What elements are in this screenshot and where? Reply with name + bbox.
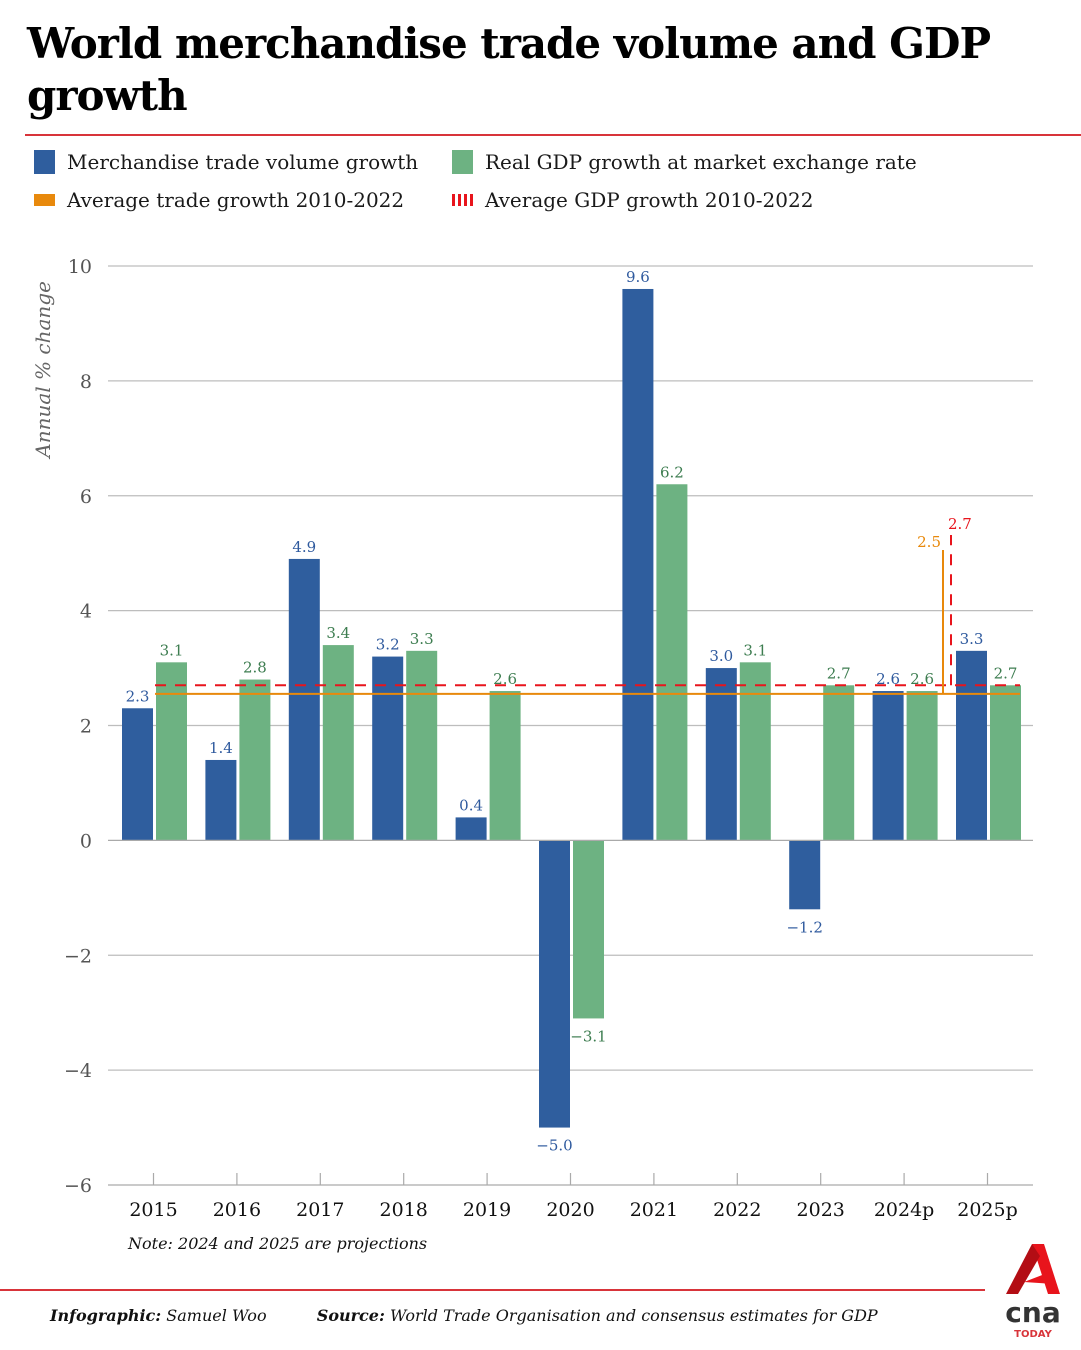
bar-gdp-growth bbox=[322, 645, 354, 841]
x-tick-label: 2023 bbox=[797, 1199, 845, 1221]
x-tick-label: 2015 bbox=[129, 1199, 177, 1221]
data-label-trade-volume: 2.3 bbox=[126, 687, 150, 705]
data-label-trade-volume: 3.3 bbox=[960, 630, 984, 648]
projection-note: Note: 2024 and 2025 are projections bbox=[127, 1234, 427, 1253]
bar-gdp-growth bbox=[823, 685, 855, 841]
data-label-gdp-growth: 2.6 bbox=[910, 670, 934, 688]
x-tick-label: 2021 bbox=[630, 1199, 678, 1221]
data-label-gdp-growth: 3.4 bbox=[326, 624, 350, 642]
bar-trade-volume bbox=[789, 840, 821, 910]
y-tick-label: −4 bbox=[64, 1060, 92, 1082]
logo-sub: TODAY bbox=[1014, 1329, 1052, 1340]
bar-gdp-growth bbox=[239, 679, 271, 841]
bar-gdp-growth bbox=[739, 662, 771, 841]
legend-swatch-red-dashed bbox=[452, 194, 473, 206]
bar-trade-volume bbox=[956, 650, 987, 841]
data-label-trade-volume: −1.2 bbox=[786, 918, 822, 936]
x-tick-label: 2019 bbox=[463, 1199, 511, 1221]
bar-chart: Annual % change 10 8 6 4 2 0 −2 −4 −6 2.3 3.1 2015 1.… bbox=[31, 256, 1033, 1253]
legend-swatch-blue bbox=[34, 150, 55, 174]
avg-gdp-growth-label: 2.7 bbox=[948, 515, 972, 533]
bar-gdp-growth bbox=[906, 691, 938, 841]
source-label: Source: bbox=[316, 1306, 385, 1325]
bar-gdp-growth bbox=[156, 662, 187, 841]
data-label-gdp-growth: 2.8 bbox=[243, 659, 267, 677]
data-label-gdp-growth: 3.1 bbox=[160, 641, 184, 659]
y-tick-label: 8 bbox=[80, 371, 92, 393]
data-label-trade-volume: 1.4 bbox=[209, 739, 233, 757]
legend-label: Average trade growth 2010-2022 bbox=[67, 188, 405, 212]
y-tick-label: 6 bbox=[80, 486, 92, 508]
x-tick-label: 2017 bbox=[296, 1199, 344, 1221]
legend-swatch-orange bbox=[34, 194, 55, 206]
legend-label: Real GDP growth at market exchange rate bbox=[485, 150, 917, 174]
title-divider bbox=[25, 134, 1081, 136]
x-tick-label: 2024p bbox=[874, 1199, 935, 1221]
data-label-gdp-growth: 2.7 bbox=[827, 664, 851, 682]
data-label-trade-volume: 2.6 bbox=[876, 670, 900, 688]
x-tick-label: 2022 bbox=[713, 1199, 761, 1221]
y-tick-label: 10 bbox=[68, 256, 92, 278]
legend-swatch-green bbox=[452, 150, 473, 174]
data-label-trade-volume: 9.6 bbox=[626, 268, 650, 286]
bar-trade-volume bbox=[372, 656, 404, 841]
legend-item-gdp-growth: Real GDP growth at market exchange rate bbox=[452, 150, 917, 174]
avg-trade-growth-label: 2.5 bbox=[917, 533, 941, 551]
source-text: World Trade Organisation and consensus e… bbox=[389, 1306, 878, 1325]
data-label-trade-volume: −5.0 bbox=[536, 1137, 572, 1155]
logo-mark-left bbox=[1006, 1244, 1040, 1294]
data-label-gdp-growth: −3.1 bbox=[570, 1027, 606, 1045]
infographic-author: Samuel Woo bbox=[166, 1306, 267, 1325]
legend-label: Merchandise trade volume growth bbox=[67, 150, 419, 174]
logo-brand: cna bbox=[1005, 1296, 1060, 1329]
legend-item-trade-volume: Merchandise trade volume growth bbox=[34, 150, 418, 174]
bar-trade-volume bbox=[288, 558, 320, 841]
bar-trade-volume bbox=[622, 288, 654, 841]
infographic-label: Infographic: bbox=[50, 1306, 162, 1325]
chart-title: World merchandise trade volume and GDP g… bbox=[27, 19, 991, 120]
x-tick-label: 2020 bbox=[546, 1199, 594, 1221]
data-label-gdp-growth: 2.6 bbox=[493, 670, 517, 688]
footer-divider bbox=[0, 1289, 985, 1291]
legend-item-avg-gdp: Average GDP growth 2010-2022 bbox=[452, 188, 813, 212]
bar-gdp-growth bbox=[990, 685, 1021, 841]
data-label-trade-volume: 3.2 bbox=[376, 636, 400, 654]
y-axis-label: Annual % change bbox=[31, 281, 55, 460]
data-label-trade-volume: 4.9 bbox=[292, 538, 316, 556]
y-tick-label: −6 bbox=[64, 1175, 92, 1197]
footer-credits: Infographic: Samuel Woo Source: World Tr… bbox=[50, 1306, 878, 1325]
bar-trade-volume bbox=[539, 840, 570, 1128]
bar-gdp-growth bbox=[573, 840, 604, 1019]
x-tick-label: 2016 bbox=[213, 1199, 261, 1221]
data-label-gdp-growth: 3.1 bbox=[743, 641, 767, 659]
logo-mark-cross bbox=[1024, 1272, 1054, 1284]
x-tick-label: 2025p bbox=[957, 1199, 1018, 1221]
data-label-trade-volume: 0.4 bbox=[459, 796, 483, 814]
legend-item-avg-trade: Average trade growth 2010-2022 bbox=[34, 188, 404, 212]
data-label-gdp-growth: 2.7 bbox=[994, 664, 1018, 682]
bar-trade-volume bbox=[705, 668, 737, 841]
y-tick-label: −2 bbox=[64, 945, 92, 967]
data-label-gdp-growth: 3.3 bbox=[410, 630, 434, 648]
data-label-gdp-growth: 6.2 bbox=[660, 463, 684, 481]
bar-gdp-growth bbox=[489, 691, 521, 841]
bar-gdp-growth bbox=[406, 650, 438, 841]
data-label-trade-volume: 3.0 bbox=[709, 647, 733, 665]
y-tick-label: 4 bbox=[80, 601, 92, 623]
bar-trade-volume bbox=[205, 759, 237, 841]
bar-trade-volume bbox=[122, 708, 153, 841]
bar-gdp-growth bbox=[656, 484, 688, 841]
y-tick-label: 0 bbox=[80, 830, 92, 852]
legend-label: Average GDP growth 2010-2022 bbox=[485, 188, 814, 212]
x-tick-label: 2018 bbox=[380, 1199, 428, 1221]
bar-trade-volume bbox=[872, 691, 904, 841]
cna-logo: cna TODAY bbox=[1005, 1244, 1061, 1340]
y-tick-label: 2 bbox=[80, 716, 92, 738]
bar-trade-volume bbox=[455, 817, 487, 841]
